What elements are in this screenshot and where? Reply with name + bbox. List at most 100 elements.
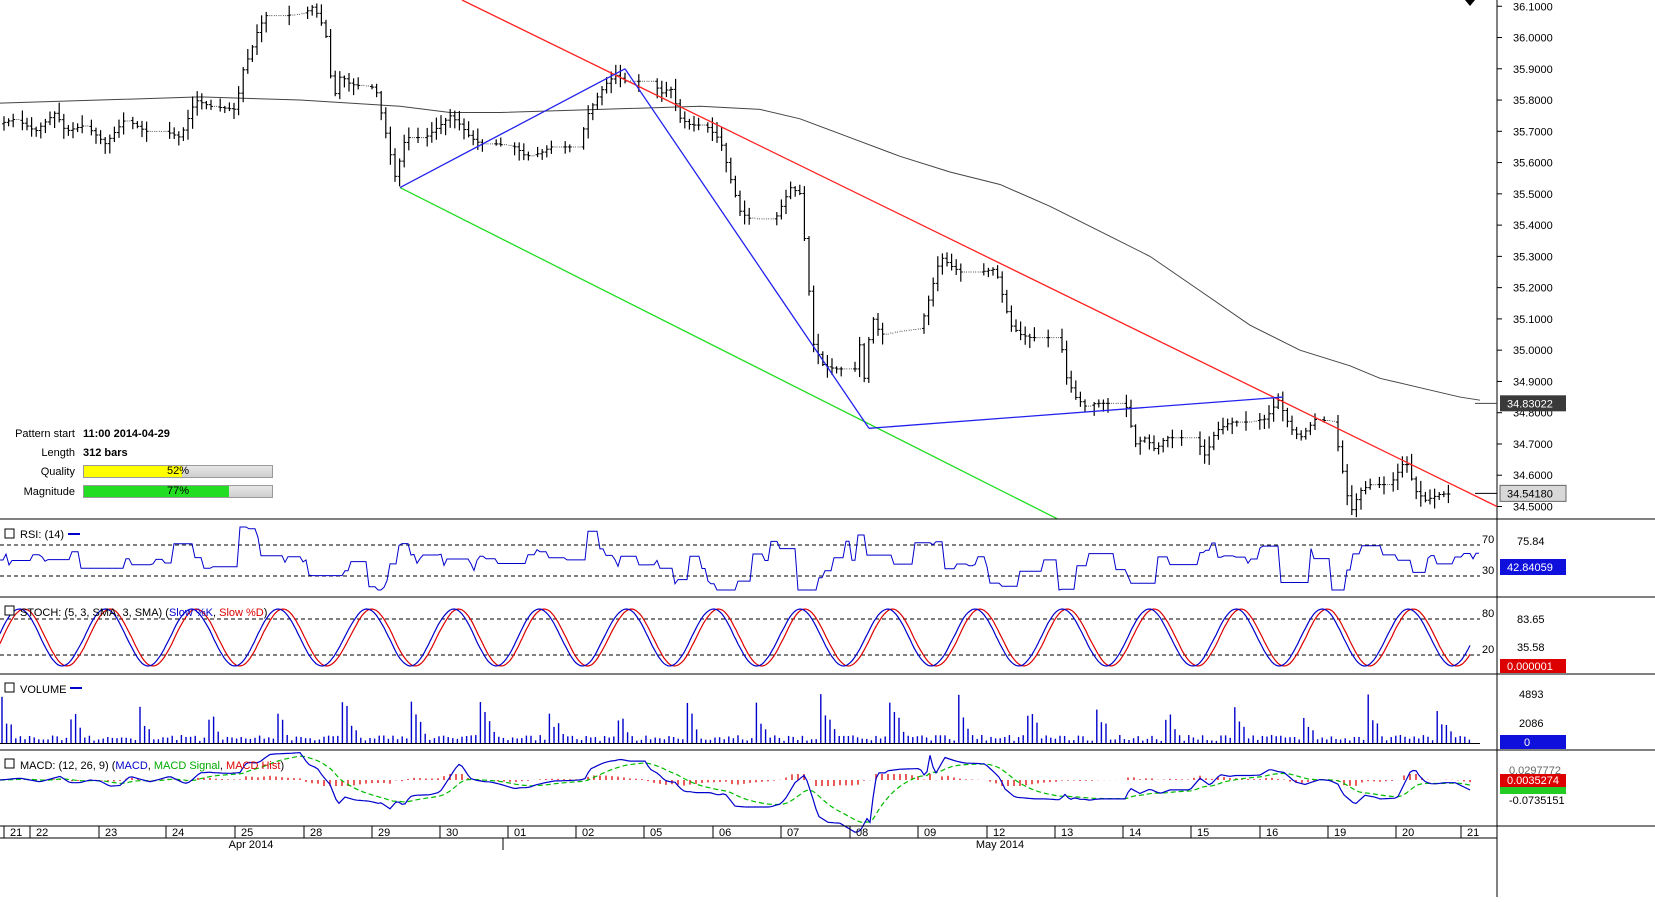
month-label: May 2014 bbox=[976, 839, 1024, 851]
magnitude-label: Magnitude bbox=[23, 486, 75, 498]
pattern-lines bbox=[399, 0, 1497, 519]
ohlc-bar bbox=[1133, 424, 1138, 448]
ohlc-bar bbox=[540, 148, 545, 160]
ohlc-bar bbox=[172, 127, 177, 140]
ohlc-bar bbox=[876, 312, 880, 336]
ohlc-bar bbox=[590, 103, 595, 121]
ohlc-bar bbox=[1000, 271, 1005, 303]
volume-tick-label: 4893 bbox=[1519, 689, 1543, 701]
ohlc-bar bbox=[2, 116, 6, 131]
ohlc-bar bbox=[57, 102, 62, 123]
ohlc-bar bbox=[1023, 326, 1028, 345]
ohlc-bar bbox=[862, 343, 867, 383]
ohlc-bar bbox=[351, 78, 356, 96]
ohlc-bar bbox=[103, 137, 108, 154]
ohlc-bar bbox=[1363, 481, 1368, 495]
day-label: 28 bbox=[310, 827, 322, 839]
ohlc-bar bbox=[696, 117, 701, 131]
stoch-title: STOCH: (5, 3, SMA, 3, SMA) bbox=[20, 607, 162, 619]
ohlc-bar bbox=[107, 134, 112, 154]
ohlc-bar bbox=[1046, 329, 1051, 348]
ohlc-bar bbox=[1147, 434, 1152, 450]
ohlc-bar bbox=[1202, 439, 1207, 464]
ohlc-bar bbox=[324, 19, 328, 38]
ohlc-bar bbox=[521, 143, 526, 161]
ohlc-bar bbox=[586, 105, 591, 139]
ohlc-bar bbox=[692, 115, 696, 132]
stoch-level-label: 20 bbox=[1482, 644, 1494, 656]
pattern-start-label: Pattern start bbox=[15, 428, 75, 440]
day-label: 25 bbox=[241, 827, 253, 839]
ohlc-bar bbox=[1096, 399, 1101, 408]
price-tick-label: 36.0000 bbox=[1513, 33, 1553, 45]
ohlc-bar bbox=[682, 111, 687, 129]
time-axis: 21 22 23 24 25 28 29 30 01 02 05 06 07 08 09 12 13 14 15 16… bbox=[0, 518, 1655, 897]
price-tick-label: 35.9000 bbox=[1513, 64, 1553, 76]
macd-tick-label: -0.0735151 bbox=[1509, 795, 1565, 807]
stoch-panel: 80 20 83.65 35.58 0.000001 bbox=[0, 597, 1566, 674]
day-label: 20 bbox=[1402, 827, 1414, 839]
ohlc-bar bbox=[370, 84, 374, 90]
ohlc-bar bbox=[80, 115, 85, 134]
ohlc-bar bbox=[784, 189, 788, 215]
ohlc-bar bbox=[121, 112, 126, 135]
price-tick-label: 35.5000 bbox=[1513, 189, 1553, 201]
ohlc-bar bbox=[535, 146, 540, 158]
last-value-box bbox=[1499, 484, 1567, 502]
ohlc-bar bbox=[926, 295, 931, 326]
ohlc-bar bbox=[664, 81, 669, 98]
ohlc-bar bbox=[687, 118, 692, 130]
day-label: 07 bbox=[787, 827, 799, 839]
day-label: 21 bbox=[10, 827, 22, 839]
ohlc-bar bbox=[1313, 413, 1317, 430]
ohlc-bar bbox=[1414, 476, 1419, 500]
ohlc-bar bbox=[1014, 319, 1018, 333]
ohlc-bar bbox=[94, 127, 98, 144]
quality-bar: 52% bbox=[83, 465, 273, 478]
ohlc-bar bbox=[604, 77, 609, 94]
rsi-level-label: 30 bbox=[1482, 565, 1494, 577]
ohlc-bar bbox=[1432, 488, 1437, 509]
svg-text:STOCH: (5, 3, SMA, 3, SMA) (Sl: STOCH: (5, 3, SMA, 3, SMA) (Slow %K, Slo… bbox=[20, 607, 267, 619]
ohlc-bar bbox=[719, 127, 724, 151]
day-label: 22 bbox=[36, 827, 48, 839]
day-label: 12 bbox=[993, 827, 1005, 839]
ohlc-bar bbox=[733, 175, 738, 198]
ohlc-bar bbox=[830, 358, 834, 375]
ohlc-bar bbox=[1349, 485, 1354, 516]
ohlc-bar bbox=[669, 86, 673, 99]
ohlc-bar bbox=[144, 121, 149, 142]
pattern-info: Pattern start 11:00 2014-04-29 Length 31… bbox=[0, 428, 290, 508]
macd-header: MACD: (12, 26, 9) (MACD, MACD Signal, MA… bbox=[4, 758, 284, 772]
ohlc-bar bbox=[710, 117, 715, 141]
ohlc-bar bbox=[471, 130, 476, 146]
svg-text:MACD: (12, 26, 9) (MACD, MACD: MACD: (12, 26, 9) (MACD, MACD Signal, MA… bbox=[20, 760, 284, 772]
ohlc-bar bbox=[935, 256, 940, 292]
ohlc-bar bbox=[1359, 487, 1363, 510]
stoch-tick-label: 35.58 bbox=[1517, 642, 1545, 654]
length-label: Length bbox=[41, 447, 75, 459]
ohlc-bar bbox=[342, 75, 347, 88]
ohlc-bar bbox=[797, 184, 802, 196]
day-label: 24 bbox=[172, 827, 184, 839]
ohlc-bar bbox=[38, 122, 43, 139]
stoch-d-line bbox=[0, 608, 1471, 667]
ohlc-bar bbox=[1064, 340, 1069, 385]
macd-signal-box bbox=[1500, 787, 1566, 794]
ohlc-bar bbox=[853, 361, 857, 372]
ohlc-bar bbox=[337, 71, 342, 100]
rsi-level-label: 70 bbox=[1482, 534, 1494, 546]
volume-title: VOLUME bbox=[20, 684, 66, 696]
day-label: 19 bbox=[1334, 827, 1346, 839]
last-value-label: 34.54180 bbox=[1507, 488, 1553, 500]
ohlc-bar bbox=[466, 121, 471, 138]
ohlc-bar bbox=[1423, 491, 1428, 503]
ohlc-bar bbox=[724, 142, 729, 173]
stoch-d-label: Slow %D bbox=[219, 607, 264, 619]
price-tick-label: 34.9000 bbox=[1513, 376, 1553, 388]
price-tick-label: 35.2000 bbox=[1513, 283, 1553, 295]
ohlc-bar bbox=[880, 322, 885, 345]
ohlc-bar bbox=[1083, 399, 1087, 413]
ohlc-bar bbox=[250, 45, 255, 62]
rsi-line bbox=[0, 526, 1479, 591]
